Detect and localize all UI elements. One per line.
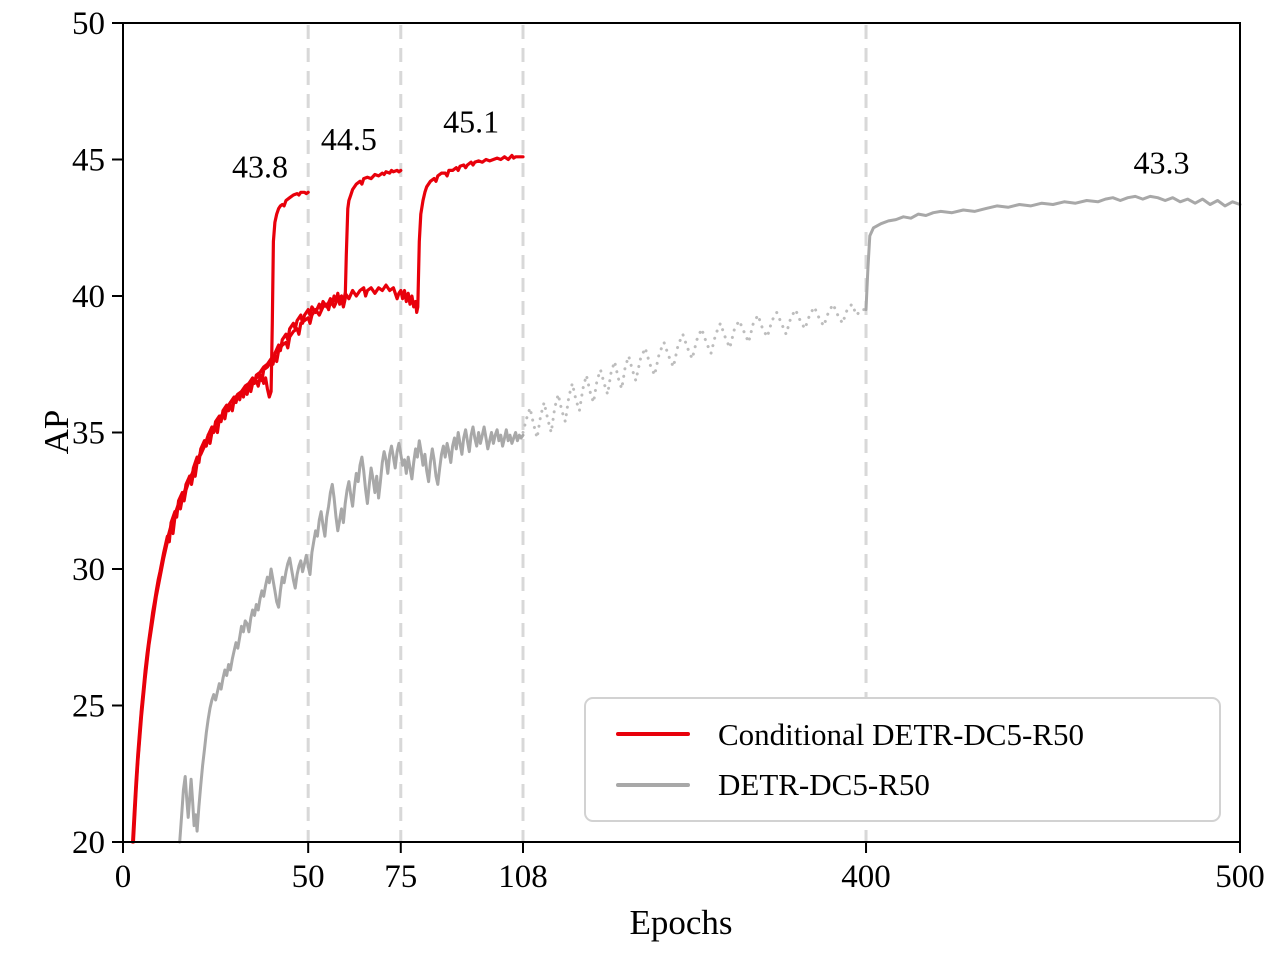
- x-tick-label-400: 400: [841, 859, 891, 895]
- series-line-5: [864, 194, 1242, 312]
- series-line-4: [521, 302, 868, 440]
- y-tick-label-50: 50: [72, 6, 105, 42]
- series-line-3: [178, 425, 525, 844]
- x-tick-label-0: 0: [115, 859, 132, 895]
- legend-line-swatch-red: [616, 731, 690, 737]
- series-line-1: [131, 168, 403, 844]
- y-tick-label-25: 25: [72, 689, 105, 725]
- y-tick-label-30: 30: [72, 552, 105, 588]
- y-tick-label-45: 45: [72, 143, 105, 179]
- legend-item-detr: DETR-DC5-R50: [616, 769, 1219, 800]
- y-axis-title: AP: [37, 409, 76, 455]
- annotation-43.8: 43.8: [232, 149, 288, 185]
- annotation-45.1: 45.1: [443, 104, 499, 140]
- legend-label: Conditional DETR-DC5-R50: [718, 716, 1084, 752]
- series-line-2: [131, 153, 525, 844]
- x-axis-title: Epochs: [629, 903, 733, 942]
- y-tick-label-35: 35: [72, 416, 105, 452]
- y-tick-label-40: 40: [72, 279, 105, 315]
- x-tick-label-108: 108: [498, 859, 548, 895]
- x-tick-label-50: 50: [292, 859, 325, 895]
- series-line-0: [131, 190, 310, 844]
- x-tick-label-500: 500: [1215, 859, 1265, 895]
- legend-label: DETR-DC5-R50: [718, 767, 930, 803]
- legend: Conditional DETR-DC5-R50 DETR-DC5-R50: [584, 697, 1221, 822]
- annotation-44.5: 44.5: [321, 121, 377, 157]
- legend-item-conditional-detr: Conditional DETR-DC5-R50: [616, 719, 1219, 750]
- y-tick-label-20: 20: [72, 825, 105, 861]
- legend-line-swatch-gray: [616, 782, 690, 788]
- annotation-43.3: 43.3: [1133, 145, 1189, 181]
- x-tick-label-75: 75: [384, 859, 417, 895]
